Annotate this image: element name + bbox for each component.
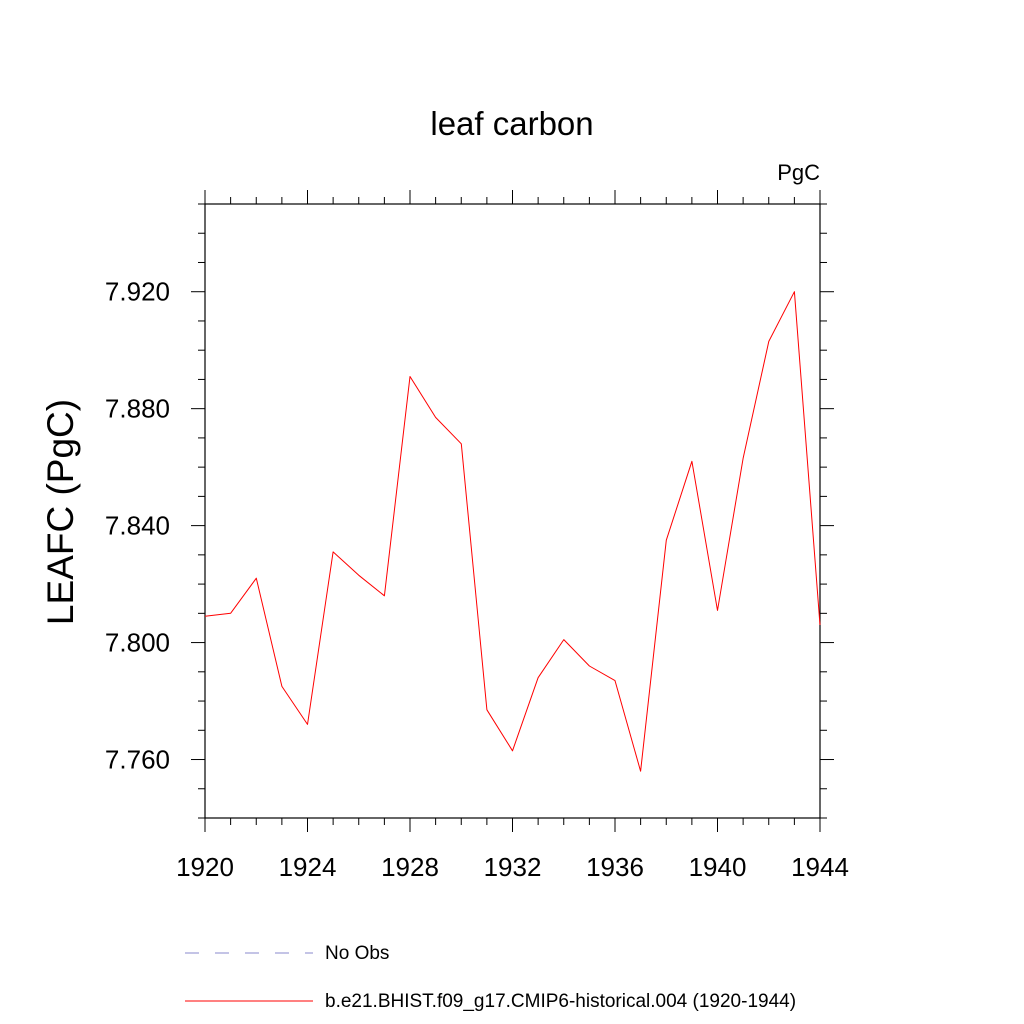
x-tick-labels: 1920 1924 1928 1932 1936 1940 1944 (176, 852, 849, 882)
legend: No Obs b.e21.BHIST.f09_g17.CMIP6-histori… (185, 943, 796, 1012)
y-tick-label: 7.800 (105, 628, 170, 658)
series-line (204, 291, 821, 772)
y-tick-label: 7.840 (105, 511, 170, 541)
x-tick-label: 1940 (689, 852, 747, 882)
y-tick-labels: 7.760 7.800 7.840 7.880 7.920 (105, 277, 170, 775)
chart-title: leaf carbon (430, 105, 593, 142)
units-label: PgC (777, 160, 820, 185)
axis-ticks (191, 190, 834, 832)
x-tick-label: 1936 (586, 852, 644, 882)
legend-label-no-obs: No Obs (325, 943, 389, 964)
legend-label-historical: b.e21.BHIST.f09_g17.CMIP6-historical.004… (325, 991, 796, 1012)
y-tick-label: 7.760 (105, 745, 170, 775)
plot-frame (204, 203, 821, 819)
y-axis-label: LEAFC (PgC) (40, 399, 81, 625)
y-tick-label: 7.880 (105, 394, 170, 424)
x-tick-label: 1932 (484, 852, 542, 882)
x-tick-label: 1924 (279, 852, 337, 882)
x-tick-label: 1920 (176, 852, 234, 882)
y-tick-label: 7.920 (105, 277, 170, 307)
data-layer (204, 291, 821, 772)
x-tick-label: 1928 (381, 852, 439, 882)
x-tick-label: 1944 (791, 852, 849, 882)
